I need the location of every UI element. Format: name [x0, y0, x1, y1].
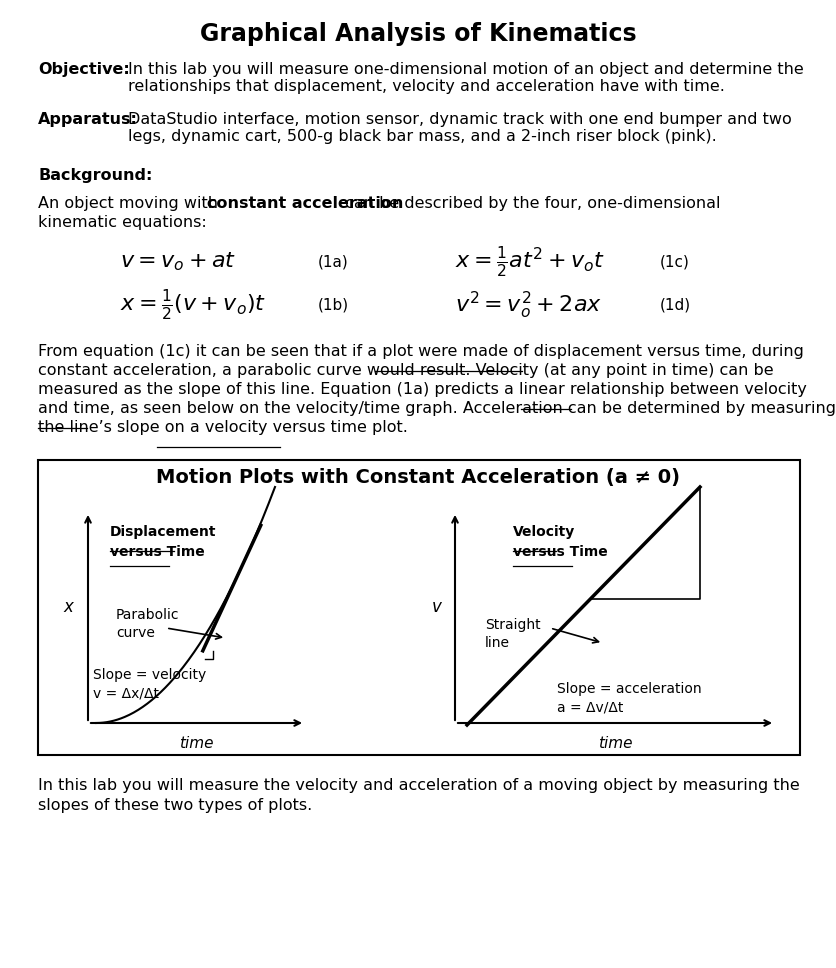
Text: Graphical Analysis of Kinematics: Graphical Analysis of Kinematics	[200, 22, 636, 46]
Text: $v = v_o + at$: $v = v_o + at$	[120, 251, 236, 273]
Text: Slope = velocity
v = Δx/Δt: Slope = velocity v = Δx/Δt	[93, 668, 206, 701]
Text: Background:: Background:	[38, 168, 152, 183]
Text: and time, as seen below on the velocity/time graph. Acceleration can be determin: and time, as seen below on the velocity/…	[38, 401, 836, 416]
Text: measured as the slope of this line. Equation (1a) predicts a linear relationship: measured as the slope of this line. Equa…	[38, 382, 807, 397]
Bar	[38, 460, 800, 755]
Text: time: time	[598, 736, 632, 750]
Text: Straight
line: Straight line	[485, 618, 541, 650]
Text: An object moving with: An object moving with	[38, 196, 223, 211]
Text: DataStudio interface, motion sensor, dynamic track with one end bumper and two
l: DataStudio interface, motion sensor, dyn…	[128, 112, 792, 144]
Text: Velocity
versus Time: Velocity versus Time	[513, 525, 608, 559]
Text: Displacement
versus Time: Displacement versus Time	[110, 525, 217, 559]
Text: (1a): (1a)	[318, 255, 349, 269]
Text: Slope = acceleration
a = Δv/Δt: Slope = acceleration a = Δv/Δt	[557, 682, 701, 714]
Text: constant acceleration: constant acceleration	[207, 196, 404, 211]
Text: $x = \frac{1}{2}at^2 + v_o t$: $x = \frac{1}{2}at^2 + v_o t$	[455, 245, 605, 280]
Text: In this lab you will measure one-dimensional motion of an object and determine t: In this lab you will measure one-dimensi…	[128, 62, 803, 95]
Text: Objective:: Objective:	[38, 62, 130, 77]
Text: In this lab you will measure the velocity and acceleration of a moving object by: In this lab you will measure the velocit…	[38, 778, 800, 793]
Text: slopes of these two types of plots.: slopes of these two types of plots.	[38, 798, 313, 813]
Text: $x = \frac{1}{2}(v + v_o)t$: $x = \frac{1}{2}(v + v_o)t$	[120, 287, 267, 322]
Text: time: time	[179, 736, 214, 750]
Text: (1d): (1d)	[660, 297, 691, 313]
Text: Apparatus:: Apparatus:	[38, 112, 138, 127]
Text: (1c): (1c)	[660, 255, 690, 269]
Text: the line’s slope on a velocity versus time plot.: the line’s slope on a velocity versus ti…	[38, 420, 408, 435]
Text: (1b): (1b)	[318, 297, 349, 313]
Text: Motion Plots with Constant Acceleration (a ≠ 0): Motion Plots with Constant Acceleration …	[156, 468, 680, 487]
Text: x: x	[63, 598, 73, 617]
Text: constant acceleration, a parabolic curve would result. Velocity (at any point in: constant acceleration, a parabolic curve…	[38, 363, 773, 378]
Text: v: v	[432, 598, 442, 617]
Text: $v^2 = v_o^2 + 2ax$: $v^2 = v_o^2 + 2ax$	[455, 289, 602, 320]
Text: can be described by the four, one-dimensional: can be described by the four, one-dimens…	[340, 196, 721, 211]
Text: Parabolic
curve: Parabolic curve	[116, 608, 180, 641]
Text: kinematic equations:: kinematic equations:	[38, 215, 206, 230]
Text: From equation (1c) it can be seen that if a plot were made of displacement versu: From equation (1c) it can be seen that i…	[38, 344, 804, 359]
